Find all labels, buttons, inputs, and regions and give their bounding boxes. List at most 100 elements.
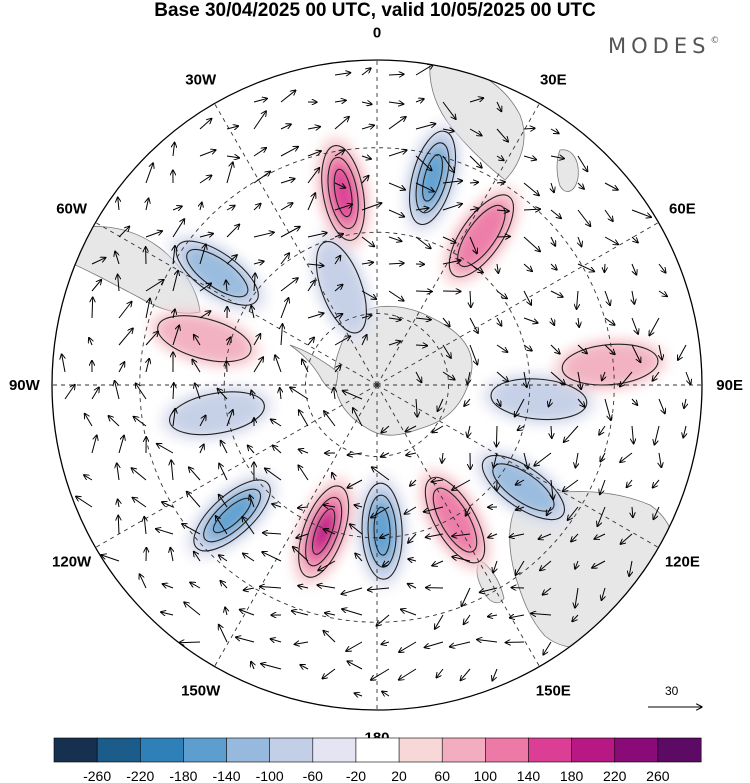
wind-arrow	[131, 468, 147, 481]
wind-arrow	[602, 371, 605, 381]
wind-arrow	[251, 661, 254, 670]
wind-arrow	[271, 419, 282, 427]
wind-arrow	[101, 555, 120, 562]
wind-arrow	[227, 337, 231, 346]
contour-line	[175, 240, 259, 306]
colorbar-swatch	[657, 737, 702, 763]
wind-arrow	[200, 444, 204, 454]
colorbar-swatch	[183, 737, 228, 763]
contour-line	[315, 241, 367, 334]
anomaly-blob	[169, 390, 265, 436]
contour-line	[157, 315, 252, 363]
wind-arrow	[89, 338, 92, 346]
wind-arrow	[523, 317, 538, 323]
wind-arrow	[550, 156, 564, 159]
wind-arrow	[415, 345, 428, 346]
wind-arrow	[145, 331, 158, 346]
wind-arrow	[347, 453, 363, 455]
wind-arrow	[253, 334, 261, 346]
wind-arrow	[195, 383, 201, 400]
wind-arrow	[184, 602, 201, 616]
wind-arrow	[424, 641, 444, 648]
wind-arrow	[469, 236, 477, 254]
wind-arrow	[118, 435, 124, 454]
colorbar-tick-label: 180	[560, 768, 584, 783]
wind-arrow	[488, 534, 498, 538]
wind-arrow	[406, 453, 417, 455]
wind-arrow	[334, 314, 343, 318]
wind-arrow	[523, 263, 532, 271]
wind-arrow	[452, 479, 471, 490]
wind-arrow	[361, 203, 382, 211]
contour-line	[481, 454, 565, 521]
wind-arrow	[325, 613, 336, 615]
wind-arrow	[516, 507, 525, 510]
wind-arrow	[577, 155, 588, 172]
colorbar-swatch	[269, 737, 314, 763]
wind-arrow	[260, 586, 282, 588]
wind-arrow	[307, 233, 327, 238]
wind-arrow	[280, 388, 281, 400]
wind-arrow	[280, 147, 298, 157]
wind-arrow	[388, 209, 405, 217]
wind-arrow	[658, 398, 665, 414]
wind-arrow	[354, 693, 363, 696]
wind-arrow	[497, 101, 502, 112]
wind-arrow	[600, 452, 606, 462]
wind-arrow	[144, 516, 146, 535]
wind-arrow	[115, 251, 120, 265]
wind-arrow	[367, 588, 390, 590]
wind-arrow	[226, 156, 239, 158]
wind-arrow	[659, 452, 661, 468]
wind-arrow	[523, 182, 539, 196]
wind-arrow	[497, 263, 498, 273]
wind-arrow	[632, 290, 634, 304]
colorbar-swatch	[528, 737, 573, 763]
wind-arrow	[524, 371, 527, 387]
brand-logo: MODES©	[608, 34, 719, 58]
contour-line	[373, 506, 391, 556]
wind-arrow	[470, 290, 471, 308]
wind-arrow	[239, 610, 255, 616]
colorbar-swatch	[312, 737, 357, 763]
wind-arrow	[550, 344, 560, 354]
wind-arrow	[280, 90, 296, 103]
wind-arrow	[361, 125, 374, 129]
contour-line	[448, 194, 514, 278]
wind-arrow	[189, 467, 201, 481]
wind-arrow	[85, 413, 93, 427]
wind-arrow	[685, 371, 691, 385]
wind-arrow	[226, 410, 233, 427]
wind-arrow	[317, 585, 336, 588]
wind-arrow	[307, 337, 314, 346]
wind-arrow	[469, 155, 482, 168]
brand-mark: ©	[710, 36, 720, 46]
wind-arrow	[405, 425, 417, 432]
wind-arrow	[350, 524, 363, 535]
wind-arrow	[236, 637, 255, 643]
wind-arrow	[323, 631, 336, 643]
wind-arrow	[199, 244, 206, 265]
wind-arrow	[515, 560, 525, 575]
wind-arrow	[408, 559, 417, 561]
wind-arrow	[542, 587, 552, 595]
wind-arrow	[575, 587, 578, 608]
wind-arrow	[631, 398, 638, 405]
wind-arrow	[597, 506, 606, 526]
wind-arrow	[118, 197, 119, 211]
contour-line	[415, 142, 450, 214]
wind-arrow	[332, 473, 335, 481]
wind-arrow	[318, 560, 336, 571]
wind-arrow	[563, 479, 579, 491]
wind-arrow	[550, 209, 561, 218]
wind-arrow	[253, 203, 261, 211]
wind-arrow	[242, 517, 255, 535]
wind-arrow	[517, 426, 525, 430]
wind-arrow	[632, 506, 633, 518]
wind-arrow	[505, 642, 525, 643]
wind-arrow	[415, 64, 433, 76]
wind-arrow	[334, 336, 351, 346]
wind-arrow	[171, 460, 173, 481]
wind-arrow	[415, 99, 424, 102]
wind-arrow	[280, 124, 291, 130]
